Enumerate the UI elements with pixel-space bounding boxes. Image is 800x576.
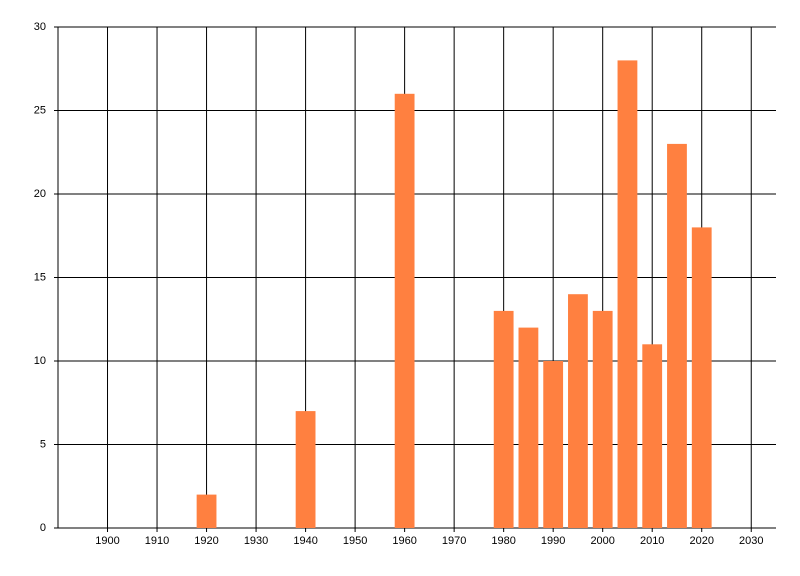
x-tick-label: 1960 <box>392 535 416 547</box>
y-tick-label: 20 <box>34 188 46 200</box>
bar <box>691 227 712 528</box>
y-tick-label: 15 <box>34 271 46 283</box>
bar <box>493 310 514 528</box>
x-tick-label: 2020 <box>689 535 713 547</box>
x-tick-label: 2000 <box>590 535 614 547</box>
x-tick-label: 1950 <box>343 535 367 547</box>
y-tick-label: 25 <box>34 104 46 116</box>
bar <box>667 143 687 528</box>
x-tick-label: 2010 <box>640 535 664 547</box>
bar <box>543 361 564 528</box>
bar <box>295 411 316 528</box>
x-tick-label: 1990 <box>541 535 565 547</box>
bar <box>642 344 663 528</box>
x-tick-label: 1910 <box>145 535 169 547</box>
x-tick-label: 1900 <box>95 535 119 547</box>
y-tick-label: 30 <box>34 21 46 33</box>
bar <box>518 327 539 528</box>
x-tick-label: 2030 <box>739 535 763 547</box>
bar <box>196 494 217 528</box>
y-tick-label: 0 <box>40 522 46 534</box>
x-tick-label: 1940 <box>293 535 317 547</box>
x-tick-label: 1970 <box>442 535 466 547</box>
x-tick-label: 1920 <box>194 535 218 547</box>
bar <box>394 93 415 529</box>
bar <box>568 294 588 528</box>
y-tick-label: 5 <box>40 438 46 450</box>
bar <box>592 310 613 528</box>
x-tick-label: 1980 <box>491 535 515 547</box>
x-tick-label: 1930 <box>244 535 268 547</box>
bar <box>617 60 638 529</box>
y-tick-label: 10 <box>34 355 46 367</box>
